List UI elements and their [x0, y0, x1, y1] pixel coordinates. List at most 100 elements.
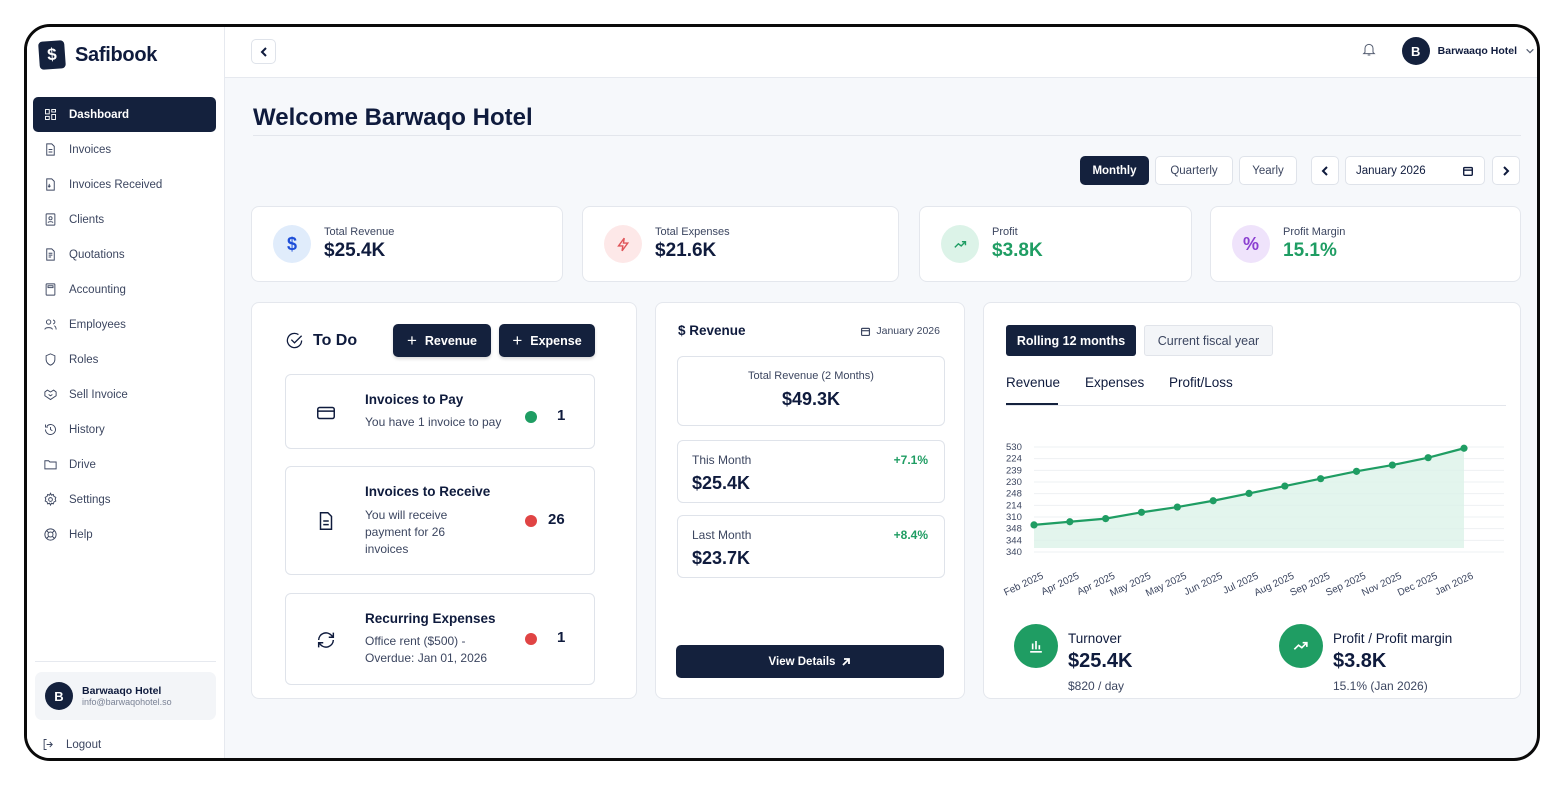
kpi-value: 15.1%	[1283, 240, 1337, 261]
y-tick-label: 214	[1006, 500, 1022, 511]
logout-button[interactable]: Logout	[41, 737, 101, 752]
y-tick-label: 530	[1006, 442, 1022, 453]
sidebar-user-card[interactable]: B Barwaaqo Hotel info@barwaqohotel.so	[35, 672, 216, 720]
sidebar-item-help[interactable]: Help	[33, 517, 216, 552]
sidebar-user-name: Barwaaqo Hotel	[82, 685, 162, 697]
todo-item-desc-line: payment for 26	[365, 525, 446, 539]
sidebar-item-clients[interactable]: Clients	[33, 202, 216, 237]
kpi-value: $3.8K	[992, 240, 1043, 261]
app-window: $ Safibook Dashboard Invoices Invoices Rec…	[24, 24, 1540, 761]
total-revenue-value: $49.3K	[781, 389, 841, 409]
sidebar-item-drive[interactable]: Drive	[33, 447, 216, 482]
account-name: Barwaaqo Hotel	[1437, 45, 1517, 57]
sidebar-item-quotations[interactable]: Quotations	[33, 237, 216, 272]
document-lines-icon	[42, 247, 58, 263]
trend-card: Rolling 12 months Current fiscal year Re…	[983, 302, 1521, 699]
period-monthly[interactable]: Monthly	[1080, 156, 1149, 185]
x-tick-label: May 2025	[1144, 571, 1189, 600]
add-expense-label: Expense	[530, 333, 582, 348]
x-tick-label: Sep 2025	[1324, 571, 1368, 599]
todo-item-invoices-to-pay[interactable]: Invoices to Pay You have 1 invoice to pay…	[285, 374, 595, 449]
profit-margin-sub: 15.1% (Jan 2026)	[1333, 679, 1428, 693]
tabs-divider	[1006, 405, 1506, 406]
sidebar-item-label: Quotations	[69, 248, 125, 261]
kpi-value: $21.6K	[655, 240, 717, 261]
view-details-button[interactable]: View Details	[676, 645, 944, 678]
kpi-card-profit: Profit $3.8K	[919, 206, 1192, 282]
plus-icon: +	[512, 330, 523, 350]
view-details-label: View Details	[768, 655, 836, 668]
dollar-icon-glyph: $	[286, 233, 297, 254]
add-expense-button[interactable]: + Expense	[499, 324, 595, 357]
this-month-value: $25.4K	[692, 473, 751, 493]
sidebar-item-roles[interactable]: Roles	[33, 342, 216, 377]
period-date-input[interactable]: January 2026	[1345, 156, 1485, 185]
previous-period-button[interactable]	[1311, 156, 1339, 185]
tab-profit-loss[interactable]: Profit/Loss	[1169, 375, 1233, 390]
todo-item-count: 26	[548, 511, 565, 528]
sidebar-item-sell-invoice[interactable]: Sell Invoice	[33, 377, 216, 412]
percent-icon: %	[1232, 225, 1270, 263]
period-yearly[interactable]: Yearly	[1239, 156, 1297, 185]
sidebar-item-invoices-received[interactable]: Invoices Received	[33, 167, 216, 202]
lifebuoy-icon	[42, 527, 58, 543]
todo-item-invoices-to-receive[interactable]: Invoices to Receive You will receive payme…	[285, 466, 595, 575]
add-revenue-button[interactable]: + Revenue	[393, 324, 491, 357]
account-menu[interactable]: B Barwaaqo Hotel	[1401, 37, 1535, 65]
todo-item-recurring-expenses[interactable]: Recurring Expenses Office rent ($500) - Ov…	[285, 593, 595, 685]
last-month-label: Last Month	[692, 528, 752, 542]
x-tick-label: Aug 2025	[1253, 571, 1297, 599]
sidebar-item-invoices[interactable]: Invoices	[33, 132, 216, 167]
calendar-icon	[1463, 166, 1473, 176]
data-point	[1281, 482, 1289, 490]
data-point	[1317, 475, 1325, 483]
data-point	[1173, 503, 1181, 511]
sidebar-item-label: History	[69, 423, 105, 436]
todo-item-desc: Office rent ($500) - Overdue: Jan 01, 202…	[365, 633, 487, 667]
users-icon	[42, 317, 58, 333]
data-point	[1066, 518, 1074, 526]
revenue-date: January 2026	[860, 325, 940, 337]
check-circle-icon	[286, 332, 303, 349]
data-point	[1388, 461, 1396, 469]
data-point	[1424, 454, 1432, 462]
segment-rolling-12-months[interactable]: Rolling 12 months	[1006, 325, 1136, 356]
sidebar-item-settings[interactable]: Settings	[33, 482, 216, 517]
sidebar-item-history[interactable]: History	[33, 412, 216, 447]
total-revenue-label: Total Revenue (2 Months)	[748, 370, 874, 382]
arrow-up-right-icon	[842, 657, 851, 666]
kpi-card-profit-margin: % Profit Margin 15.1%	[1210, 206, 1521, 282]
app-logo[interactable]: $ Safibook	[38, 40, 157, 70]
kpi-label: Profit	[992, 226, 1018, 238]
revenue-card: $ Revenue January 2026 Total Revenue (2 …	[655, 302, 965, 699]
sidebar-item-accounting[interactable]: Accounting	[33, 272, 216, 307]
avatar: B	[1401, 37, 1430, 65]
percent-icon-glyph: %	[1242, 233, 1259, 254]
next-period-button[interactable]	[1492, 156, 1520, 185]
todo-item-desc: You will receive payment for 26 invoices	[365, 507, 447, 558]
segment-current-fiscal-year[interactable]: Current fiscal year	[1144, 325, 1273, 356]
x-tick-label: Apr 2025	[1040, 571, 1082, 598]
sidebar-nav: Dashboard Invoices Invoices Received Client…	[33, 97, 216, 552]
turnover-per-day: $820 / day	[1068, 679, 1125, 693]
tab-expenses[interactable]: Expenses	[1085, 375, 1145, 390]
sidebar-item-dashboard[interactable]: Dashboard	[33, 97, 216, 132]
data-point	[1137, 508, 1146, 516]
page-title: Welcome Barwaqo Hotel	[253, 104, 533, 131]
chevron-down-icon	[1526, 48, 1534, 54]
data-point	[1030, 521, 1038, 529]
history-icon	[42, 422, 58, 438]
sidebar-item-label: Help	[69, 528, 93, 541]
notifications-button[interactable]	[1361, 41, 1377, 62]
handshake-icon	[42, 387, 58, 403]
active-tab-indicator	[1006, 403, 1058, 405]
collapse-sidebar-button[interactable]	[251, 39, 276, 64]
todo-item-title: Invoices to Receive	[365, 484, 491, 499]
refresh-icon	[315, 629, 337, 651]
data-point	[1245, 489, 1253, 497]
calendar-icon	[861, 327, 871, 336]
period-quarterly[interactable]: Quarterly	[1155, 156, 1233, 185]
sidebar-item-employees[interactable]: Employees	[33, 307, 216, 342]
tab-revenue[interactable]: Revenue	[1006, 375, 1061, 390]
